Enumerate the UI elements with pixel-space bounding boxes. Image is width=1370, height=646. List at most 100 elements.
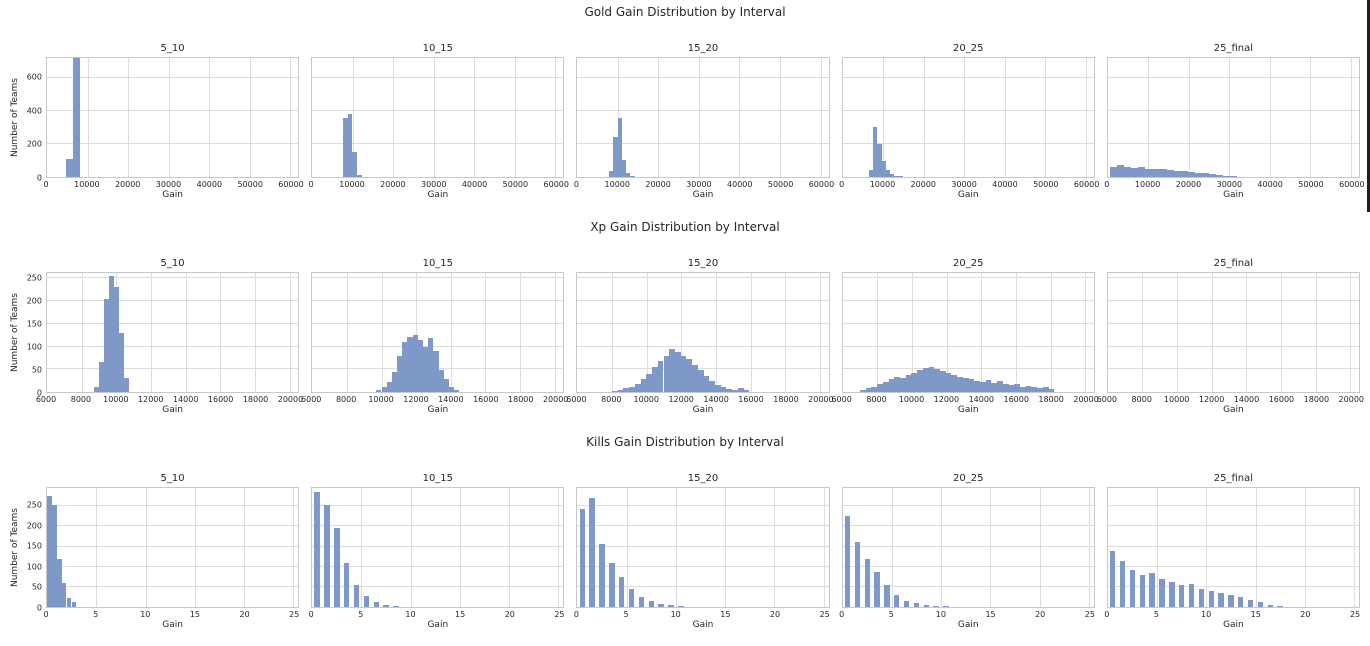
histogram-bar	[890, 174, 895, 177]
subplot-title: 20_25	[952, 43, 984, 54]
x-tick-label: 0	[839, 180, 845, 189]
y-tick-label: 250	[26, 273, 42, 283]
histogram-bar	[352, 152, 357, 177]
histogram-bar	[922, 368, 929, 392]
histogram-bar	[894, 175, 899, 177]
x-tick-label: 20000	[380, 180, 406, 189]
histogram-bar	[663, 355, 670, 392]
gridline-vertical	[128, 58, 130, 177]
x-tick-row: 6000 8000 10000 12000 14000 16000 18000 20000	[36, 393, 303, 404]
histogram-bar	[363, 595, 370, 607]
x-tick-label: 0	[308, 610, 314, 619]
plot-wrap: 0 200 400 600 Number of Teams	[10, 57, 300, 183]
histogram-bar	[123, 378, 129, 392]
histogram-bar	[1238, 596, 1244, 607]
gridline-vertical	[459, 488, 461, 607]
gridline-vertical	[1255, 488, 1257, 607]
histogram-bar	[640, 379, 647, 392]
histogram-bar	[962, 378, 969, 392]
plot-wrap	[1106, 272, 1361, 393]
x-tick-label: 10	[670, 610, 681, 619]
x-tick-row: 0 10000 20000 30000 40000 50000 60000	[309, 178, 569, 189]
gridline-vertical	[474, 58, 476, 177]
gridline-vertical	[877, 273, 879, 392]
scrollbar-thumb[interactable]	[1367, 0, 1370, 212]
subplot-row: 5_10 0 200 400 600 Number of Teams 0 10000 20000…	[0, 43, 1370, 200]
histogram-bar	[743, 389, 750, 392]
gridline-vertical	[1315, 273, 1317, 392]
x-tick-label: 25	[1349, 610, 1361, 619]
subplot-15_20: 15_20 0 10000 20000 30000 40000 50000 60000 Gain	[574, 43, 834, 200]
x-tick-label: 25	[554, 610, 565, 619]
histogram-bar	[943, 606, 949, 607]
gridline-horizontal	[47, 525, 299, 527]
x-tick-label: 5	[93, 610, 99, 619]
subplot-row: 5_10 0 50 100 150 200 250 Number of Teams 6000 80…	[0, 258, 1370, 415]
x-tick-label: 30000	[686, 180, 712, 189]
plot-wrap	[576, 272, 830, 393]
histogram-bar	[968, 379, 975, 392]
x-tick-label: 16000	[738, 395, 764, 404]
gridline-horizontal	[1107, 76, 1360, 78]
gridline-vertical	[381, 273, 383, 392]
x-tick-label: 50000	[1033, 180, 1059, 189]
histogram-bar	[1178, 584, 1185, 607]
histogram-bar	[882, 382, 889, 392]
plot-wrap	[311, 57, 565, 178]
subplot-15_20: 15_20 0 5 10 15 20 25 Gain	[573, 473, 830, 630]
x-axis-label: Gain	[957, 190, 979, 200]
gridline-horizontal	[577, 368, 829, 370]
subplot-row: 5_10 0 50 100 150 200 250 Number of Teams 0 5 10 15…	[0, 473, 1370, 630]
x-axis-label: Gain	[1223, 620, 1244, 630]
gridline-vertical	[96, 488, 98, 607]
gridline-vertical	[168, 58, 170, 177]
x-tick-label: 16000	[1003, 395, 1029, 404]
gridline-vertical	[393, 58, 395, 177]
histogram-bar	[1008, 385, 1015, 392]
histogram-bar	[1129, 569, 1136, 607]
histogram-bar	[697, 370, 704, 392]
histogram-bar	[1166, 170, 1174, 177]
x-tick-label: 50000	[502, 180, 529, 189]
histogram-bar	[108, 276, 114, 392]
histogram-bar	[928, 367, 935, 392]
histogram-bar	[52, 505, 57, 607]
gridline-vertical	[1350, 58, 1352, 177]
gridline-vertical	[433, 58, 435, 177]
gridline-vertical	[698, 58, 700, 177]
x-tick-label: 0	[573, 610, 579, 619]
gridline-vertical	[81, 273, 83, 392]
x-axis-label: Gain	[162, 620, 183, 630]
y-axis-label-wrap: Number of Teams	[10, 272, 20, 393]
histogram-bar	[1159, 578, 1165, 607]
y-axis-label: Number of Teams	[10, 507, 20, 588]
histogram-bar	[674, 352, 681, 392]
gridline-horizontal	[312, 277, 564, 279]
subplot-20_25: 20_25 0 5 10 15 20 25 Gain	[839, 473, 1095, 630]
x-tick-row: 6000 8000 10000 12000 14000 16000 18000 20000	[831, 393, 1098, 404]
x-tick-label: 20000	[645, 180, 671, 189]
x-axis-label: Gain	[1223, 190, 1244, 200]
histogram-bar	[1020, 386, 1026, 392]
histogram-bar	[73, 58, 81, 177]
subplot-15_20: 15_20 6000 8000 10000 12000 14000 16000 18000 20…	[566, 258, 833, 415]
histogram-bar	[428, 338, 434, 392]
histogram-bar	[334, 528, 340, 607]
histogram-bar	[449, 387, 455, 392]
x-tick-label: 25	[289, 610, 300, 619]
plot-wrap	[576, 487, 830, 608]
gridline-vertical	[820, 58, 822, 177]
histogram-bar	[652, 367, 658, 392]
plot-wrap	[1106, 57, 1361, 178]
y-tick-label: 150	[26, 541, 42, 551]
histogram-bar	[1037, 388, 1043, 392]
histogram-bar	[612, 390, 618, 392]
gridline-horizontal	[47, 322, 299, 324]
x-tick-label: 60000	[543, 180, 569, 189]
histogram-bar	[47, 496, 52, 607]
plot-area	[1106, 272, 1361, 393]
x-tick-label: 16000	[473, 395, 499, 404]
histogram-bar	[314, 492, 320, 607]
plot-area	[311, 487, 565, 608]
histogram-bar	[609, 563, 615, 607]
